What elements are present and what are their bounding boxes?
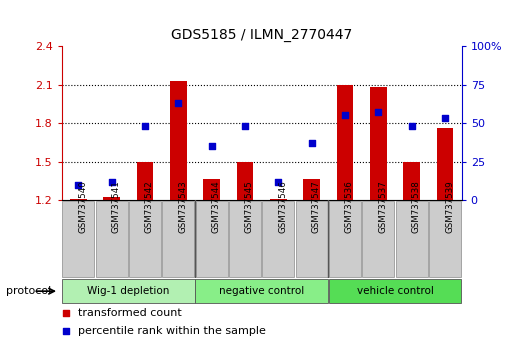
Text: protocol: protocol xyxy=(6,286,51,296)
FancyBboxPatch shape xyxy=(262,201,294,277)
Text: GSM737539: GSM737539 xyxy=(445,180,454,233)
FancyBboxPatch shape xyxy=(95,201,128,277)
Bar xyxy=(370,87,387,200)
Text: vehicle control: vehicle control xyxy=(357,286,433,296)
Text: negative control: negative control xyxy=(219,286,304,296)
FancyBboxPatch shape xyxy=(329,201,361,277)
Text: GSM737538: GSM737538 xyxy=(411,180,421,233)
Text: GSM737541: GSM737541 xyxy=(111,180,121,233)
Point xyxy=(174,100,182,106)
FancyBboxPatch shape xyxy=(162,201,194,277)
Text: GSM737545: GSM737545 xyxy=(245,180,254,233)
Point xyxy=(207,143,215,149)
Point xyxy=(62,328,70,334)
Text: GSM737544: GSM737544 xyxy=(211,180,221,233)
Bar xyxy=(337,85,353,200)
Bar xyxy=(170,81,187,200)
Point xyxy=(274,179,282,184)
Point xyxy=(241,123,249,129)
Bar xyxy=(136,161,153,200)
FancyBboxPatch shape xyxy=(129,201,161,277)
Point xyxy=(341,113,349,118)
FancyBboxPatch shape xyxy=(229,201,261,277)
Point xyxy=(107,179,115,184)
Text: GSM737542: GSM737542 xyxy=(145,180,154,233)
Text: GSM737547: GSM737547 xyxy=(311,180,321,233)
Bar xyxy=(103,198,120,200)
FancyBboxPatch shape xyxy=(362,201,394,277)
Text: GSM737536: GSM737536 xyxy=(345,180,354,233)
Text: GSM737543: GSM737543 xyxy=(179,180,187,233)
FancyBboxPatch shape xyxy=(329,279,461,303)
Text: GSM737540: GSM737540 xyxy=(78,180,87,233)
Bar xyxy=(203,179,220,200)
Bar xyxy=(236,161,253,200)
Text: percentile rank within the sample: percentile rank within the sample xyxy=(77,326,265,336)
Bar xyxy=(70,199,87,200)
FancyBboxPatch shape xyxy=(396,201,428,277)
FancyBboxPatch shape xyxy=(195,279,328,303)
Text: Wig-1 depletion: Wig-1 depletion xyxy=(87,286,169,296)
Point xyxy=(374,109,382,115)
Point xyxy=(74,182,82,188)
Bar xyxy=(437,128,453,200)
Title: GDS5185 / ILMN_2770447: GDS5185 / ILMN_2770447 xyxy=(171,28,352,42)
FancyBboxPatch shape xyxy=(62,201,94,277)
FancyBboxPatch shape xyxy=(295,201,328,277)
Text: GSM737546: GSM737546 xyxy=(278,180,287,233)
Text: transformed count: transformed count xyxy=(77,308,181,318)
Point xyxy=(141,123,149,129)
Bar xyxy=(270,199,287,200)
Point xyxy=(307,140,315,146)
Bar xyxy=(403,161,420,200)
Point xyxy=(407,123,416,129)
Point xyxy=(441,115,449,121)
Bar xyxy=(303,179,320,200)
FancyBboxPatch shape xyxy=(195,201,228,277)
Text: GSM737537: GSM737537 xyxy=(378,180,387,233)
FancyBboxPatch shape xyxy=(429,201,461,277)
Point xyxy=(62,310,70,316)
FancyBboxPatch shape xyxy=(62,279,194,303)
